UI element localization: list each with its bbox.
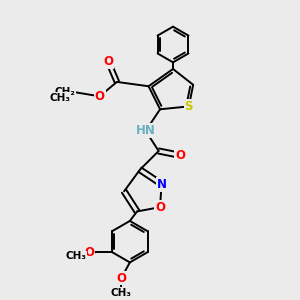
Text: S: S (184, 100, 193, 113)
Text: O: O (85, 245, 94, 259)
Text: CH₂: CH₂ (54, 87, 75, 97)
Text: CH₃: CH₃ (111, 288, 132, 298)
Text: HN: HN (136, 124, 156, 137)
Text: O: O (103, 55, 113, 68)
Text: CH₃: CH₃ (49, 93, 70, 103)
Text: O: O (155, 201, 165, 214)
Text: N: N (157, 178, 166, 190)
Text: O: O (116, 272, 126, 285)
Text: O: O (94, 90, 105, 103)
Text: O: O (175, 149, 185, 162)
Text: CH₃: CH₃ (65, 251, 86, 261)
